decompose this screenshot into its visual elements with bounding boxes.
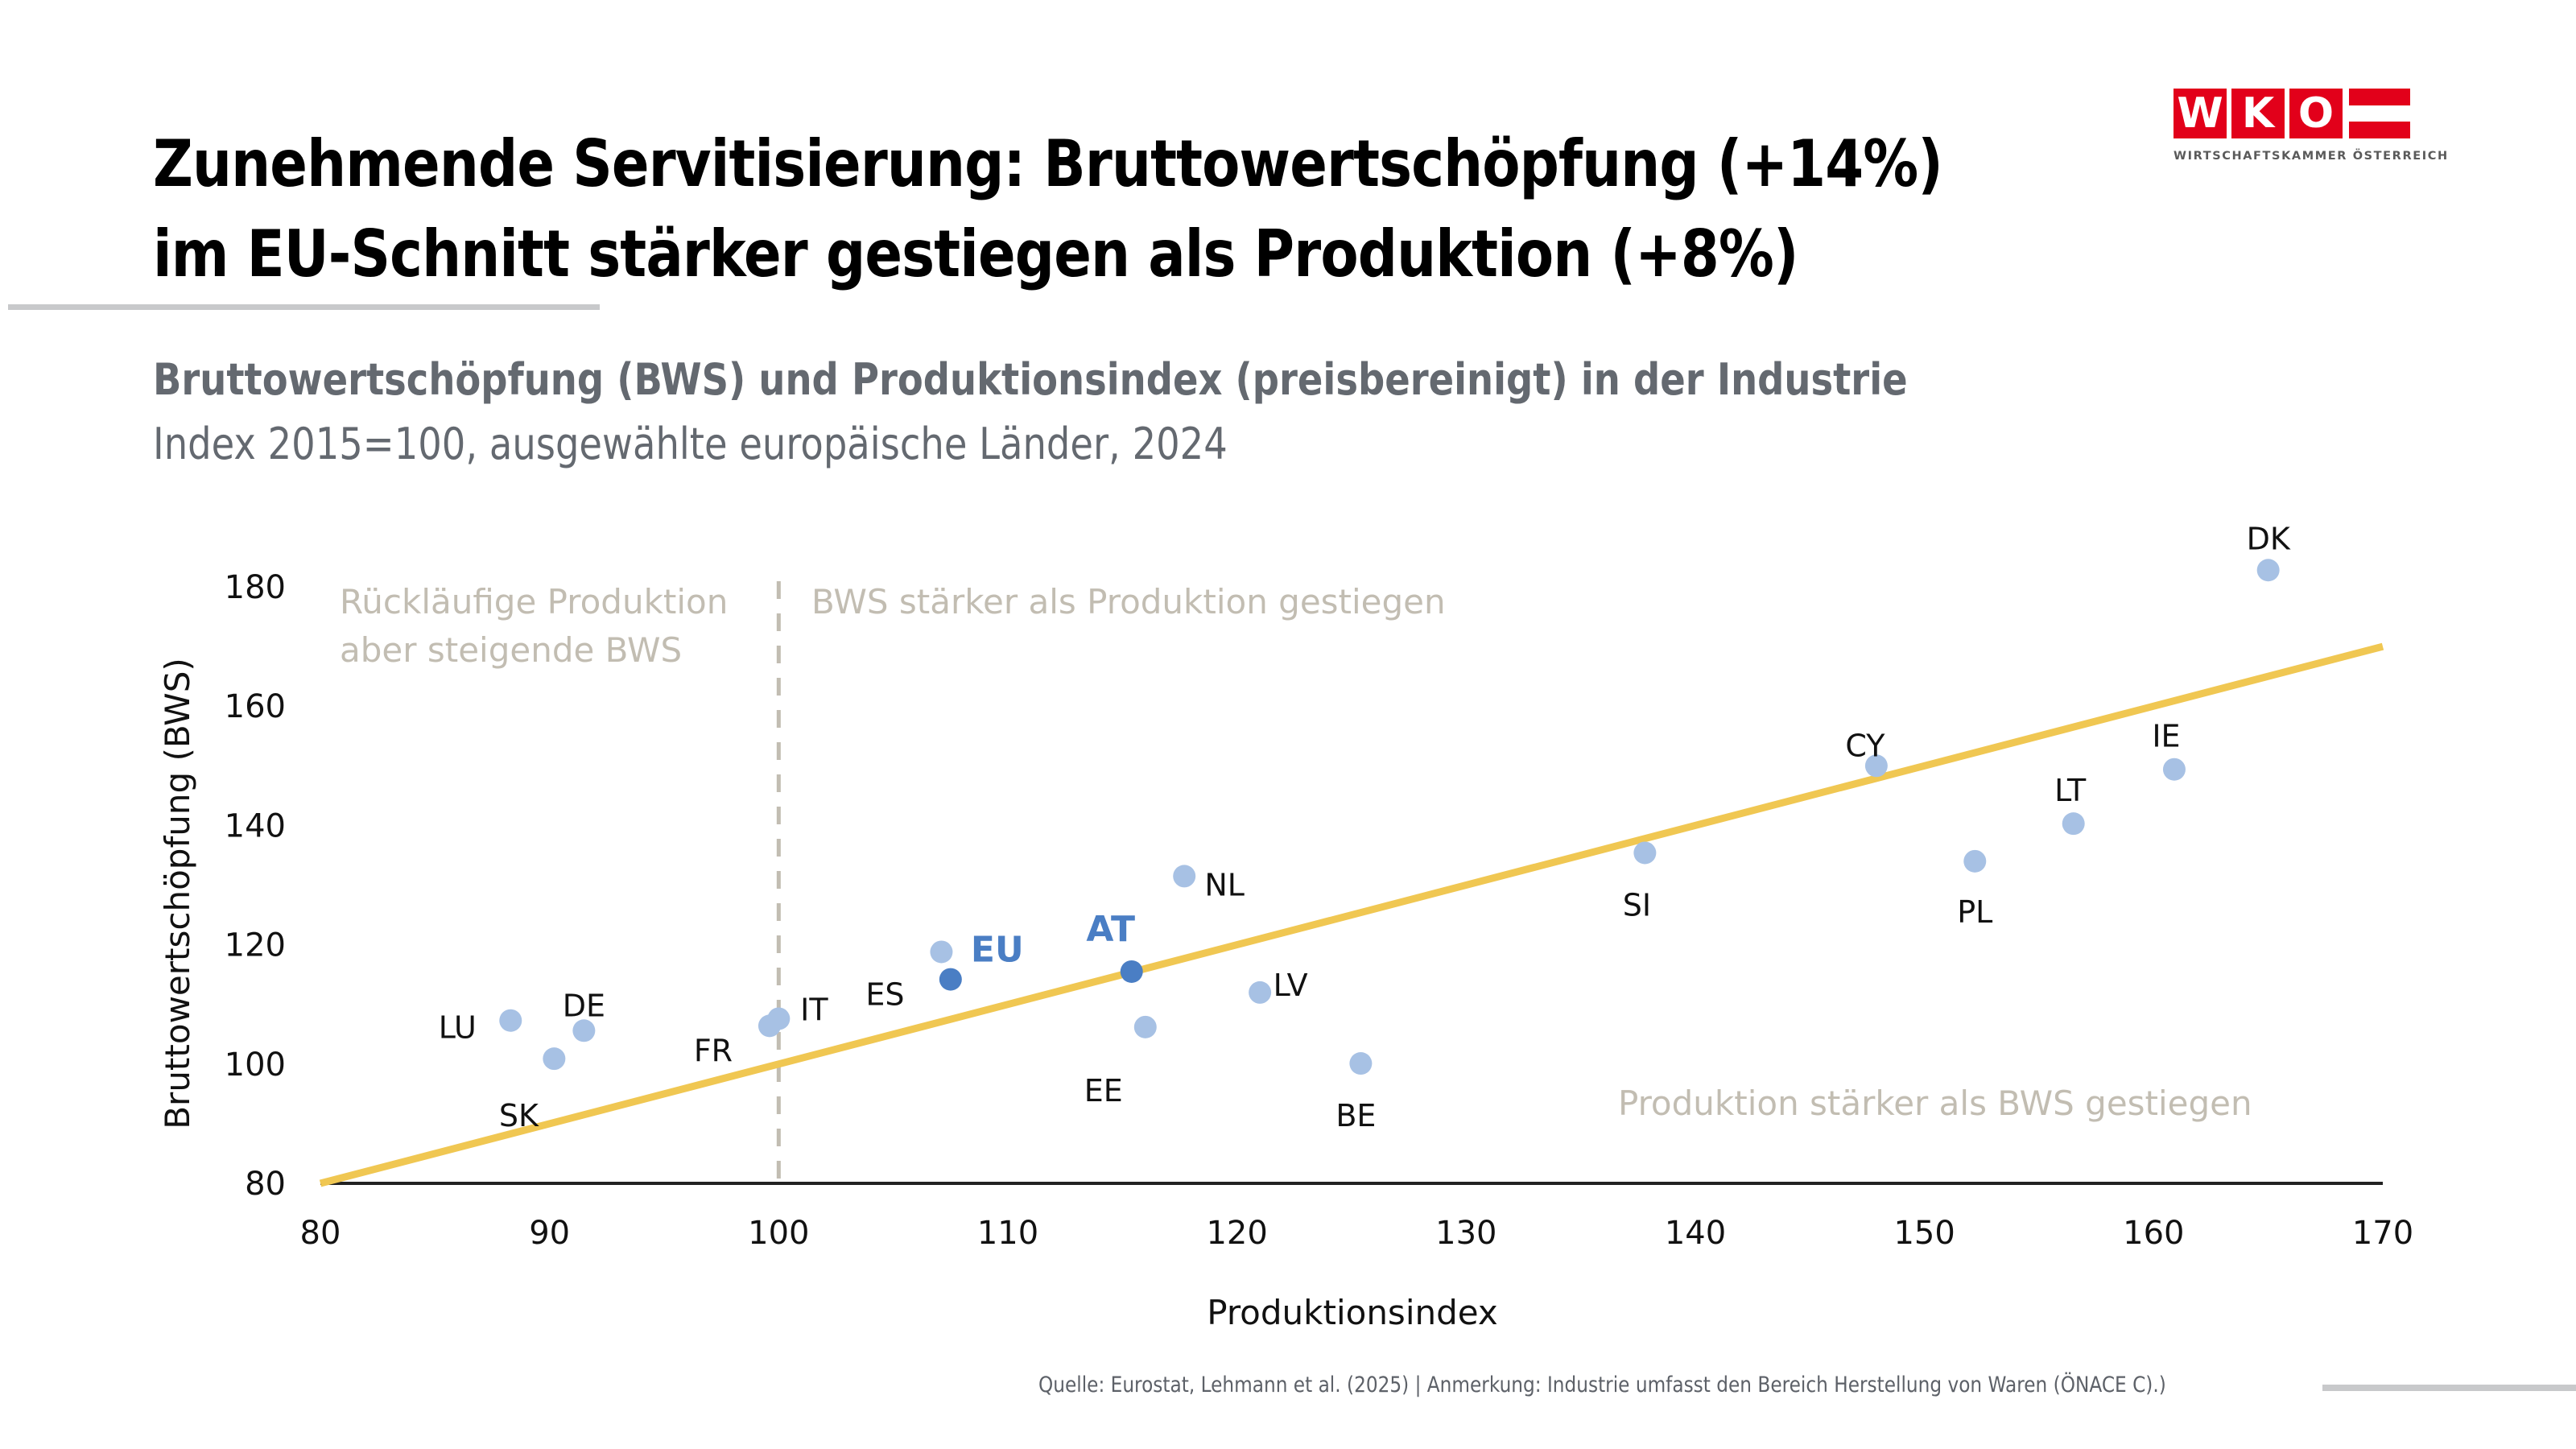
x-tick-label: 160 [2123, 1215, 2184, 1252]
source-note: Quelle: Eurostat, Lehmann et al. (2025) … [1038, 1373, 2166, 1397]
y-tick-label: 100 [225, 1046, 286, 1084]
data-label-de: DE [563, 988, 605, 1023]
x-tick-label: 130 [1435, 1215, 1496, 1252]
trend-line-45deg [319, 642, 2384, 1187]
x-tick-label: 100 [748, 1215, 809, 1252]
data-point-de [572, 1019, 596, 1042]
page-title: Zunehmende Servitisierung: Bruttowertsch… [153, 119, 1943, 299]
data-point-sk [543, 1047, 566, 1071]
data-point-nl [1173, 865, 1196, 888]
quadrant-annotation: aber steigende BWS [340, 630, 682, 670]
data-point-fr [758, 1014, 781, 1038]
logo-tagline: WIRTSCHAFTSKAMMER ÖSTERREICH [2174, 150, 2449, 163]
data-label-cy: CY [1845, 728, 1885, 763]
data-label-be: BE [1335, 1098, 1376, 1133]
quadrant-annotation: Produktion stärker als BWS gestiegen [1618, 1084, 2252, 1123]
title-line-1: Zunehmende Servitisierung: Bruttowertsch… [153, 126, 1943, 201]
data-point-ie [2162, 758, 2186, 781]
logo-letter-k: K [2231, 89, 2285, 138]
data-label-lv: LV [1274, 968, 1308, 1003]
data-label-nl: NL [1204, 867, 1245, 902]
x-tick-label: 80 [300, 1215, 341, 1252]
y-tick-label: 120 [225, 927, 286, 964]
data-label-dk: DK [2247, 521, 2291, 556]
y-tick-label: 140 [225, 807, 286, 844]
data-point-ee [1133, 1015, 1157, 1038]
footer-divider [2322, 1385, 2576, 1391]
austria-flag-icon [2349, 89, 2410, 139]
data-label-si: SI [1623, 887, 1651, 923]
x-tick-label: 150 [1893, 1215, 1955, 1252]
data-point-si [1633, 841, 1657, 865]
quadrant-annotation: Rückläufige Produktion [340, 582, 728, 621]
x-tick-label: 110 [977, 1215, 1038, 1252]
title-divider [8, 304, 600, 310]
chart-subtitle: Index 2015=100, ausgewählte europäische … [153, 419, 1228, 469]
logo-letter-w: W [2174, 89, 2227, 138]
data-point-lv [1249, 980, 1272, 1004]
data-label-eu: EU [971, 930, 1024, 971]
wko-logo: W K O WIRTSCHAFTSKAMMER ÖSTERREICH [2174, 89, 2449, 163]
data-label-ie: IE [2152, 719, 2180, 754]
y-tick-label: 160 [225, 688, 286, 725]
y-axis-label: Bruttowertschöpfung (BWS) [158, 658, 197, 1129]
y-tick-label: 80 [245, 1166, 286, 1203]
data-label-lu: LU [439, 1010, 477, 1046]
logo-letter-o: O [2289, 89, 2343, 138]
data-label-lt: LT [2054, 773, 2087, 808]
data-point-eu [939, 968, 962, 991]
data-label-it: IT [800, 992, 828, 1027]
data-point-at [1120, 960, 1143, 983]
title-line-2: im EU-Schnitt stärker gestiegen als Prod… [153, 217, 1798, 291]
x-tick-label: 90 [529, 1215, 570, 1252]
y-tick-label: 180 [225, 569, 286, 606]
data-point-pl [1963, 849, 1987, 873]
data-label-fr: FR [694, 1033, 733, 1068]
data-point-lt [2062, 812, 2085, 836]
x-tick-label: 140 [1665, 1215, 1726, 1252]
x-tick-label: 120 [1206, 1215, 1267, 1252]
data-point-dk [2256, 559, 2280, 582]
data-point-be [1349, 1052, 1373, 1075]
data-label-at: AT [1086, 909, 1135, 950]
data-label-ee: EE [1084, 1073, 1123, 1108]
data-point-lu [499, 1009, 522, 1032]
x-axis-label: Produktionsindex [1207, 1293, 1497, 1332]
data-label-es: ES [865, 976, 904, 1012]
x-tick-label: 170 [2352, 1215, 2413, 1252]
data-label-pl: PL [1957, 894, 1992, 930]
data-label-sk: SK [499, 1098, 539, 1133]
data-point-cy [1864, 754, 1888, 778]
chart-title: Bruttowertschöpfung (BWS) und Produktion… [153, 354, 1908, 405]
quadrant-annotation: BWS stärker als Produktion gestiegen [811, 582, 1446, 621]
data-point-es [930, 940, 953, 964]
